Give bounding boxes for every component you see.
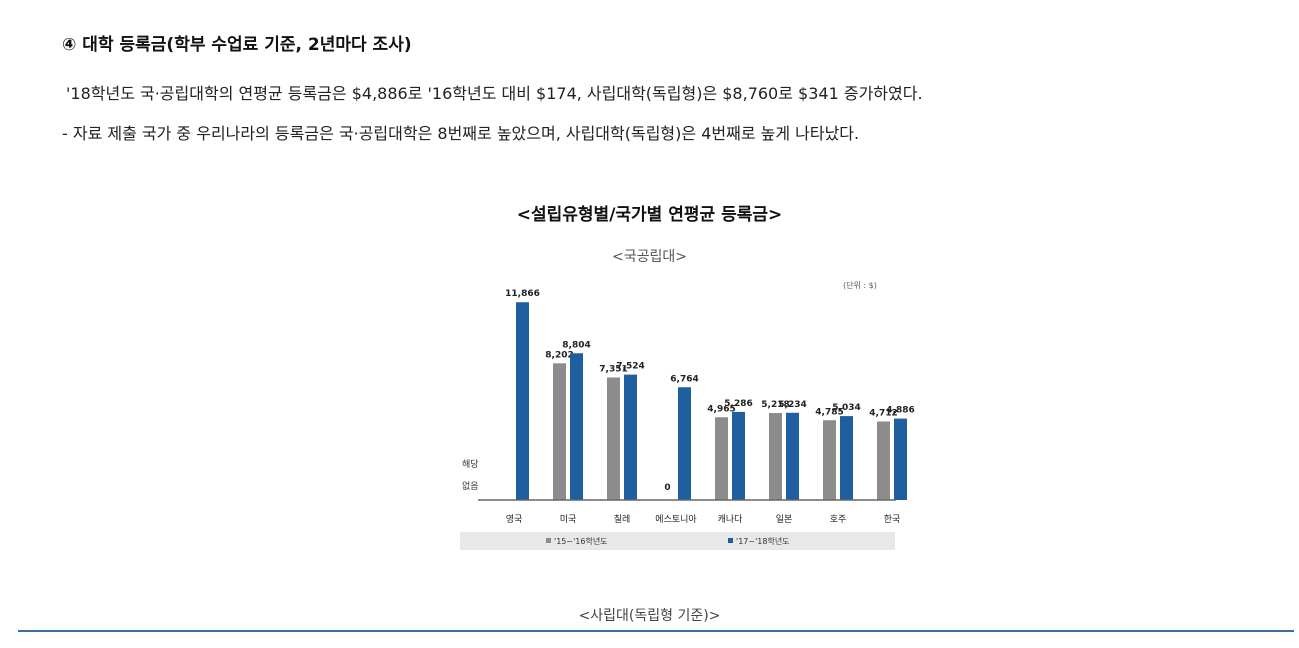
bar-s2-3 — [678, 387, 691, 500]
category-label-1: 미국 — [560, 514, 577, 525]
paragraph-2: - 자료 제출 국가 중 우리나라의 등록금은 국·공립대학은 8번째로 높았으… — [62, 124, 860, 143]
value-label-s2-5: 5,234 — [778, 400, 806, 410]
value-label-s2-7: 4,886 — [886, 406, 914, 416]
bar-s1-6 — [823, 420, 836, 500]
chart-title: <설립유형별/국가별 연평균 등록금> — [516, 205, 783, 225]
value-label-s2-2: 7,524 — [616, 362, 644, 372]
bar-s2-5 — [786, 412, 799, 500]
value-label-s2-4: 5,286 — [724, 399, 752, 409]
chart-subtitle: <국공립대> — [612, 249, 687, 265]
value-label-s2-6: 5,034 — [832, 403, 860, 413]
value-label-s1-7: 4,712 — [869, 408, 897, 418]
value-label-s1-5: 5,218 — [761, 400, 789, 410]
bar-s1-7 — [877, 421, 890, 500]
category-label-0: 영국 — [506, 514, 523, 525]
section-heading: ④ 대학 등록금(학부 수업료 기준, 2년마다 조사) — [62, 35, 412, 55]
bar-s2-7 — [894, 418, 907, 500]
value-label-s2-1: 8,804 — [562, 340, 590, 350]
value-label-s1-1: 8,202 — [545, 350, 573, 360]
legend-swatch-2 — [728, 538, 733, 543]
legend-box — [460, 532, 895, 550]
category-label-7: 한국 — [884, 514, 901, 525]
category-label-5: 일본 — [776, 514, 793, 525]
bar-s2-1 — [570, 353, 583, 500]
bar-s2-0 — [516, 302, 529, 500]
na-note-line1: 해당 — [462, 459, 479, 470]
bar-s1-1 — [553, 363, 566, 500]
bar-s2-6 — [840, 416, 853, 500]
divider-rule — [18, 630, 1294, 632]
value-label-s2-0: 11,866 — [505, 289, 540, 299]
value-label-s2-3: 6,764 — [670, 374, 698, 384]
value-label-s1-6: 4,785 — [815, 407, 843, 417]
bar-s1-2 — [607, 377, 620, 500]
bar-s1-5 — [769, 413, 782, 500]
legend-swatch-1 — [546, 538, 551, 543]
unit-label: (단위 : $) — [843, 280, 877, 290]
bar-s1-4 — [715, 417, 728, 500]
value-label-s1-4: 4,965 — [707, 404, 735, 414]
category-label-4: 캐나다 — [718, 514, 744, 525]
value-label-s1-3: 0 — [664, 483, 670, 493]
bar-s2-2 — [624, 374, 637, 500]
legend-label-2: '17~'18학년도 — [736, 536, 790, 546]
category-label-6: 호주 — [830, 514, 847, 525]
category-label-3: 에스토니아 — [655, 514, 697, 525]
paragraph-1: '18학년도 국·공립대학의 연평균 등록금은 $4,886로 '16학년도 대… — [66, 84, 923, 103]
na-note-line2: 없음 — [462, 481, 479, 492]
bar-s2-4 — [732, 411, 745, 500]
category-label-2: 칠레 — [614, 514, 631, 525]
next-chart-subtitle: <사립대(독립형 기준)> — [578, 608, 721, 624]
value-label-s1-2: 7,351 — [599, 364, 627, 374]
legend-label-1: '15~'16학년도 — [554, 536, 608, 546]
